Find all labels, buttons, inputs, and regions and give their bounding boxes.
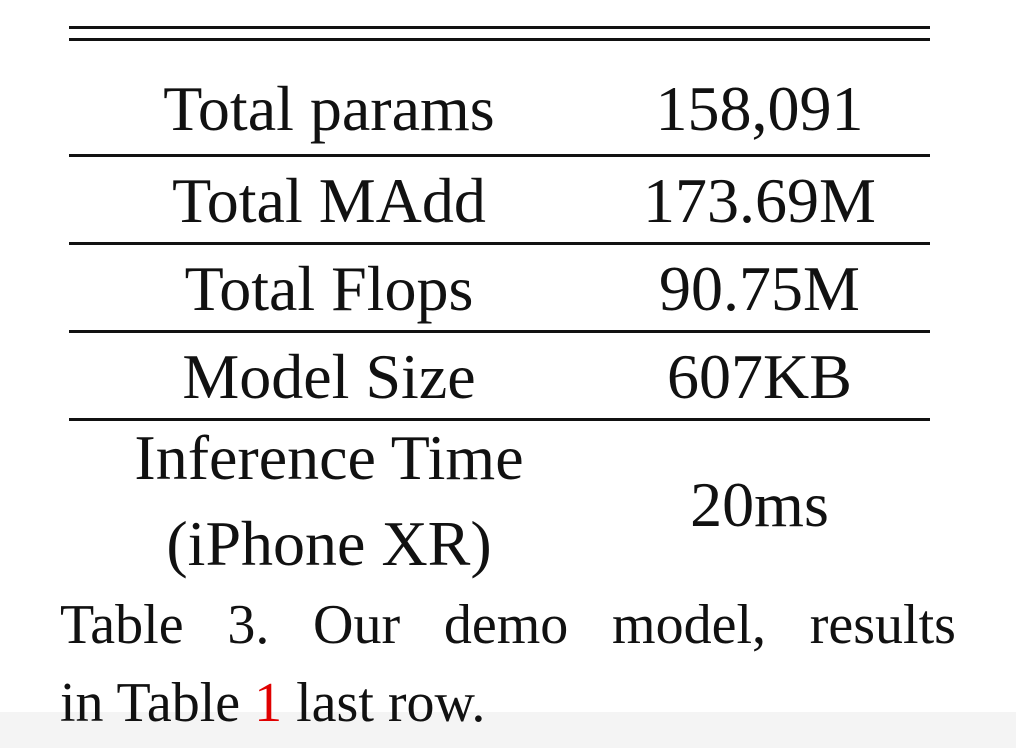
row-value: 607KB (667, 341, 852, 412)
table-row: Model Size 607KB (69, 333, 930, 421)
table-reference-link[interactable]: 1 (254, 672, 283, 734)
row-label: Inference Time (iPhone XR) (69, 415, 589, 587)
row-label: Total params (163, 73, 495, 144)
caption-line-2: in Table 1 last row. (60, 664, 956, 742)
row-value: 158,091 (655, 73, 864, 144)
row-label: Total MAdd (172, 165, 486, 236)
table-caption: Table 3. Our demo model, results in Tabl… (60, 586, 956, 742)
caption-word: 3. (227, 594, 270, 656)
row-label-line: (iPhone XR) (166, 508, 492, 579)
row-label: Model Size (182, 341, 476, 412)
row-value: 20ms (690, 469, 829, 540)
table-row: Total params 158,091 (69, 41, 930, 157)
page-bottom-band (0, 712, 1016, 748)
table-row: Inference Time (iPhone XR) 20ms (69, 421, 930, 586)
row-rule (69, 242, 930, 245)
row-label-line: Inference Time (134, 422, 524, 493)
row-rule (69, 154, 930, 157)
table-top-rule (69, 26, 930, 29)
caption-word: demo (443, 594, 569, 656)
caption-text: in Table (60, 672, 255, 734)
caption-line-1: Table 3. Our demo model, results (60, 586, 956, 664)
caption-word: model, (612, 594, 767, 656)
caption-text: last row. (282, 672, 486, 734)
row-rule (69, 330, 930, 333)
row-label: Total Flops (184, 253, 474, 324)
caption-word: Table (60, 594, 184, 656)
table-top-rule-double (69, 38, 930, 41)
caption-word: results (809, 594, 956, 656)
row-value: 90.75M (659, 253, 860, 324)
row-rule (69, 418, 930, 421)
table-row: Total Flops 90.75M (69, 245, 930, 333)
table-row: Total MAdd 173.69M (69, 157, 930, 245)
row-value: 173.69M (643, 165, 876, 236)
caption-word: Our (313, 594, 401, 656)
